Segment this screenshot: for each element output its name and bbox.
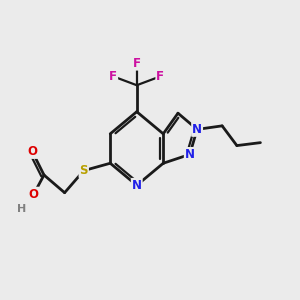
Text: N: N	[132, 179, 142, 192]
Text: F: F	[156, 70, 164, 83]
Text: N: N	[192, 123, 202, 136]
Text: O: O	[27, 145, 37, 158]
Text: F: F	[133, 57, 141, 70]
Text: H: H	[17, 204, 26, 214]
Text: N: N	[185, 148, 195, 161]
Text: O: O	[29, 188, 39, 201]
Text: S: S	[80, 164, 88, 177]
Text: F: F	[109, 70, 117, 83]
